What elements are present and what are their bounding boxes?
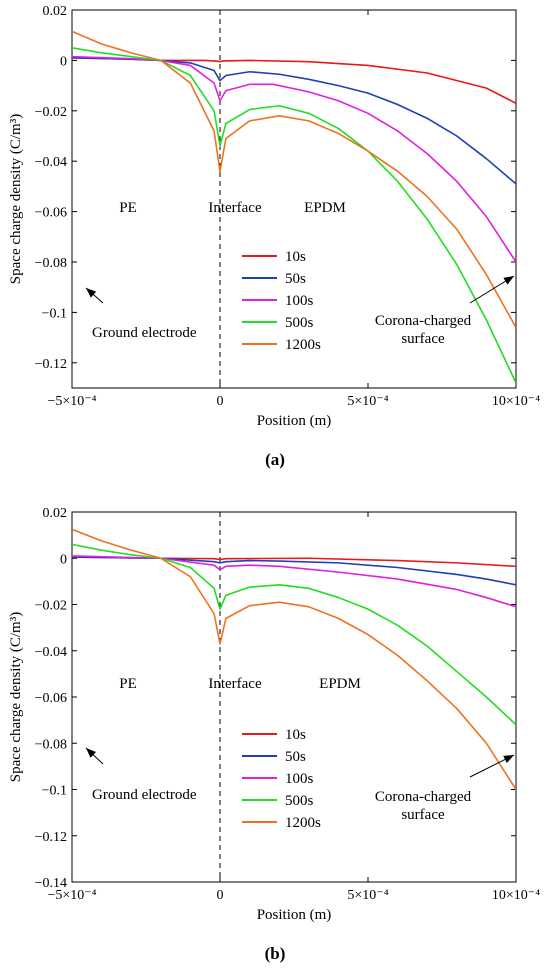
y-tick-label: −0.1: [42, 784, 67, 799]
legend-label: 50s: [285, 271, 306, 287]
chart-panel-a: 0.02 0 −0.02 −0.04 −0.06 −0.08 −0.1 −0.12 −5×10⁻…: [8, 4, 540, 429]
ground-arrow-head: [86, 288, 97, 298]
region-label-pe: PE: [119, 676, 137, 692]
chart-panel-b: 0.02 0 −0.02 −0.04 −0.06 −0.08 −0.1 −0.12 −0.14−…: [8, 506, 540, 923]
y-tick-label: 0.02: [43, 4, 68, 19]
series-line-1200s: [72, 30, 516, 328]
y-tick-label: −0.02: [35, 105, 67, 120]
x-tick-label: 0: [217, 888, 224, 903]
ground-arrow-head: [86, 748, 97, 758]
plot-frame: [71, 9, 517, 389]
series-line-10s: [72, 556, 516, 568]
y-tick-label: 0: [60, 552, 67, 567]
y-tick-label: −0.04: [35, 645, 67, 660]
y-tick-label: −0.02: [35, 599, 67, 614]
region-label-interface: Interface: [208, 200, 262, 216]
corona-label-line1: Corona-charged: [375, 313, 472, 329]
series-line-1200s: [72, 528, 516, 790]
y-tick-label: −0.08: [35, 256, 67, 271]
y-tick-label: −0.06: [35, 691, 67, 706]
region-label-epdm: EPDM: [304, 200, 346, 216]
series-line-100s: [72, 55, 516, 263]
legend-label: 100s: [285, 293, 314, 309]
legend-label: 100s: [285, 771, 314, 787]
ground-electrode-label: Ground electrode: [92, 787, 197, 803]
y-tick-label: −0.04: [35, 155, 67, 170]
x-tick-label: 5×10⁻⁴: [347, 394, 388, 409]
y-tick-label: −0.12: [35, 357, 67, 372]
x-tick-label: −5×10⁻⁴: [47, 394, 96, 409]
corona-label-line1: Corona-charged: [375, 789, 472, 805]
corona-label-line2: surface: [401, 331, 445, 347]
x-tick-label: 5×10⁻⁴: [347, 888, 388, 903]
y-tick-label: −0.1: [42, 306, 67, 321]
legend-label: 10s: [285, 727, 306, 743]
x-tick-label: 10×10⁻⁴: [492, 888, 540, 903]
caption-a: (a): [265, 450, 285, 469]
corona-arrow-head: [503, 276, 514, 285]
caption-b: (b): [264, 944, 286, 963]
region-label-pe: PE: [119, 200, 137, 216]
legend-label: 500s: [285, 793, 314, 809]
region-label-interface: Interface: [208, 676, 262, 692]
y-tick-label: −0.08: [35, 737, 67, 752]
legend-label: 500s: [285, 315, 314, 331]
legend-label: 1200s: [285, 815, 321, 831]
y-axis-label: Space charge density (C/m³): [8, 114, 24, 284]
series-line-50s: [72, 556, 516, 586]
series-line-10s: [72, 57, 516, 104]
y-tick-label: −0.06: [35, 206, 67, 221]
legend-label: 10s: [285, 249, 306, 265]
series-line-500s: [72, 543, 516, 726]
series-line-100s: [72, 555, 516, 608]
region-label-epdm: EPDM: [319, 676, 361, 692]
legend-label: 50s: [285, 749, 306, 765]
y-axis-label: Space charge density (C/m³): [8, 612, 24, 782]
x-axis-label: Position (m): [257, 907, 332, 923]
y-tick-label: 0.02: [43, 506, 68, 521]
y-tick-label: 0: [60, 54, 67, 69]
legend-label: 1200s: [285, 337, 321, 353]
series-line-50s: [72, 57, 516, 185]
x-axis-label: Position (m): [257, 413, 332, 429]
corona-arrow-head: [503, 755, 514, 764]
y-tick-label: −0.12: [35, 830, 67, 845]
x-tick-label: 10×10⁻⁴: [492, 394, 540, 409]
ground-electrode-label: Ground electrode: [92, 325, 197, 341]
x-tick-label: 0: [217, 394, 224, 409]
corona-label-line2: surface: [401, 807, 445, 823]
y-tick-label: −0.14: [35, 876, 67, 891]
x-tick-label: −5×10⁻⁴: [47, 888, 96, 903]
